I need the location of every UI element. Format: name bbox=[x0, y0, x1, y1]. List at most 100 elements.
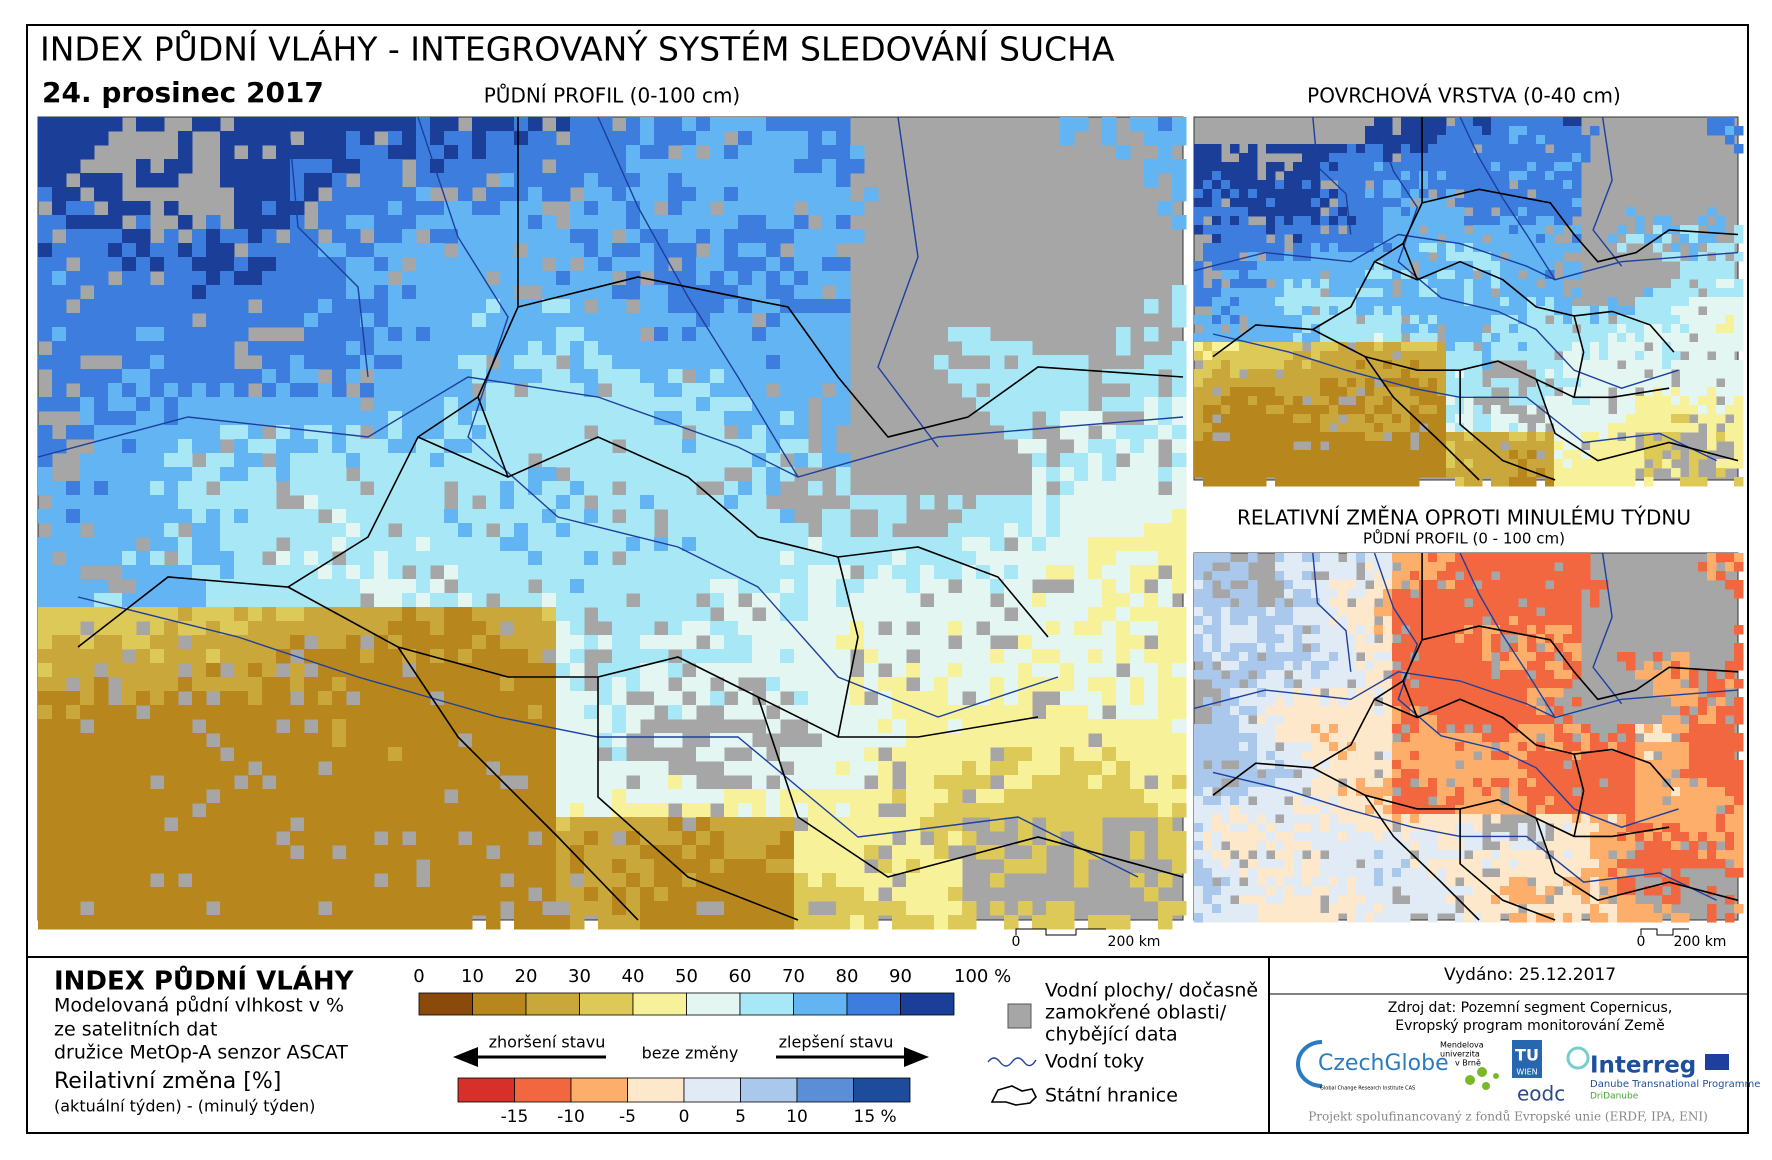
map-cell bbox=[612, 201, 627, 216]
map-cell bbox=[738, 761, 753, 776]
map-cell bbox=[1060, 509, 1075, 524]
map-cell bbox=[1365, 333, 1375, 343]
map-cell bbox=[752, 551, 767, 566]
map-cell bbox=[738, 173, 753, 188]
map-cell bbox=[668, 187, 683, 202]
map-cell bbox=[150, 425, 165, 440]
map-cell bbox=[1473, 288, 1483, 298]
map-cell bbox=[1572, 270, 1582, 280]
map-cell bbox=[990, 873, 1005, 888]
map-cell bbox=[262, 677, 277, 692]
map-cell bbox=[962, 803, 977, 818]
map-cell bbox=[318, 607, 333, 622]
map-cell bbox=[1383, 342, 1393, 352]
map-cell bbox=[542, 859, 557, 874]
map-cell bbox=[444, 411, 459, 426]
map-cell bbox=[612, 327, 627, 342]
map-cell bbox=[220, 369, 235, 384]
map-cell bbox=[346, 397, 361, 412]
map-cell bbox=[584, 887, 599, 902]
map-cell bbox=[178, 467, 193, 482]
map-cell bbox=[1554, 306, 1564, 316]
map-cell bbox=[1707, 342, 1717, 352]
map-cell bbox=[570, 719, 585, 734]
map-cell bbox=[1293, 171, 1303, 181]
map-cell bbox=[94, 523, 109, 538]
map-cell bbox=[1599, 351, 1609, 361]
map-cell bbox=[1239, 243, 1249, 253]
map-cell bbox=[1018, 719, 1033, 734]
map-cell bbox=[640, 887, 655, 902]
map-cell bbox=[220, 145, 235, 160]
map-cell bbox=[402, 747, 417, 762]
map-cell bbox=[1698, 270, 1708, 280]
map-cell bbox=[1172, 397, 1187, 412]
map-cell bbox=[374, 467, 389, 482]
map-cell bbox=[458, 145, 473, 160]
map-cell bbox=[1689, 225, 1699, 235]
map-cell bbox=[990, 677, 1005, 692]
map-cell bbox=[808, 243, 823, 258]
map-cell bbox=[1698, 297, 1708, 307]
map-cell bbox=[528, 327, 543, 342]
map-cell bbox=[1590, 360, 1600, 370]
map-cell bbox=[808, 789, 823, 804]
map-cell bbox=[654, 313, 669, 328]
map-cell bbox=[80, 173, 95, 188]
map-cell bbox=[1248, 342, 1258, 352]
map-cell bbox=[528, 705, 543, 720]
map-cell bbox=[1032, 355, 1047, 370]
map-cell bbox=[528, 425, 543, 440]
map-cell bbox=[458, 257, 473, 272]
map-cell bbox=[710, 243, 725, 258]
map-cell bbox=[1088, 495, 1103, 510]
map-cell bbox=[976, 677, 991, 692]
map-cell bbox=[1365, 297, 1375, 307]
map-cell bbox=[542, 775, 557, 790]
map-cell bbox=[346, 803, 361, 818]
map-cell bbox=[1194, 351, 1204, 361]
map-cell bbox=[1046, 593, 1061, 608]
map-cell bbox=[752, 229, 767, 244]
map-cell bbox=[220, 271, 235, 286]
map-cell bbox=[710, 173, 725, 188]
map-cell bbox=[1088, 789, 1103, 804]
map-cell bbox=[360, 439, 375, 454]
map-cell bbox=[136, 859, 151, 874]
map-cell bbox=[52, 271, 67, 286]
map-cell bbox=[836, 187, 851, 202]
map-cell bbox=[780, 411, 795, 426]
map-cell bbox=[500, 411, 515, 426]
map-cell bbox=[108, 747, 123, 762]
map-cell bbox=[1446, 324, 1456, 334]
map-cell bbox=[1419, 306, 1429, 316]
map-cell bbox=[654, 159, 669, 174]
map-cell bbox=[1230, 252, 1240, 262]
map-cell bbox=[1158, 509, 1173, 524]
map-cell bbox=[640, 761, 655, 776]
map-cell bbox=[1725, 288, 1735, 298]
map-cell bbox=[1464, 198, 1474, 208]
map-cell bbox=[612, 649, 627, 664]
map-cell bbox=[1311, 270, 1321, 280]
map-cell bbox=[1347, 171, 1357, 181]
map-cell bbox=[500, 173, 515, 188]
map-cell bbox=[1004, 495, 1019, 510]
map-cell bbox=[654, 607, 669, 622]
map-cell bbox=[332, 201, 347, 216]
map-cell bbox=[654, 663, 669, 678]
map-cell bbox=[374, 201, 389, 216]
map-cell bbox=[1172, 831, 1187, 846]
map-cell bbox=[542, 215, 557, 230]
map-cell bbox=[234, 327, 249, 342]
map-cell bbox=[556, 663, 571, 678]
map-cell bbox=[626, 565, 641, 580]
map-cell bbox=[346, 453, 361, 468]
map-cell bbox=[1428, 117, 1438, 127]
map-cell bbox=[304, 621, 319, 636]
map-cell bbox=[290, 873, 305, 888]
map-cell bbox=[1581, 360, 1591, 370]
map-cell bbox=[318, 705, 333, 720]
map-cell bbox=[402, 873, 417, 888]
map-cell bbox=[136, 635, 151, 650]
